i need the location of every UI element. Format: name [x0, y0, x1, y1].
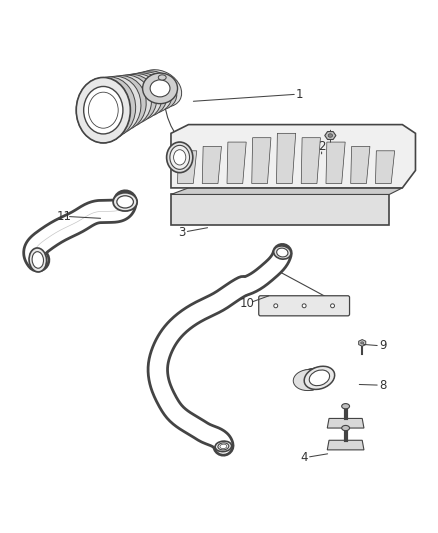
Ellipse shape	[170, 146, 190, 169]
Ellipse shape	[76, 77, 131, 143]
Polygon shape	[171, 188, 403, 195]
Ellipse shape	[360, 342, 364, 344]
Ellipse shape	[95, 76, 146, 132]
Ellipse shape	[274, 304, 278, 308]
Ellipse shape	[88, 76, 141, 135]
Ellipse shape	[274, 246, 291, 259]
Ellipse shape	[301, 368, 331, 390]
Ellipse shape	[119, 73, 167, 117]
Ellipse shape	[82, 77, 136, 139]
Polygon shape	[276, 133, 296, 183]
Ellipse shape	[150, 80, 170, 97]
Ellipse shape	[29, 248, 46, 272]
Polygon shape	[326, 142, 345, 183]
Ellipse shape	[220, 444, 227, 449]
Ellipse shape	[107, 75, 157, 124]
FancyBboxPatch shape	[259, 296, 350, 316]
Ellipse shape	[158, 75, 166, 80]
Ellipse shape	[309, 370, 329, 386]
Ellipse shape	[76, 77, 131, 143]
Polygon shape	[351, 147, 370, 183]
Ellipse shape	[166, 142, 193, 173]
Ellipse shape	[297, 369, 327, 390]
Polygon shape	[202, 147, 222, 183]
Text: 2: 2	[318, 140, 325, 153]
Ellipse shape	[331, 304, 335, 308]
Ellipse shape	[295, 369, 325, 390]
Polygon shape	[177, 151, 197, 183]
Ellipse shape	[342, 403, 350, 409]
Polygon shape	[171, 195, 389, 225]
Text: 8: 8	[379, 379, 386, 392]
Ellipse shape	[173, 150, 186, 165]
Ellipse shape	[117, 196, 134, 208]
Polygon shape	[227, 142, 246, 183]
Ellipse shape	[88, 92, 118, 128]
Polygon shape	[327, 418, 364, 428]
Ellipse shape	[293, 369, 324, 391]
Text: 11: 11	[57, 210, 71, 223]
Ellipse shape	[143, 73, 177, 103]
Ellipse shape	[304, 367, 334, 389]
Ellipse shape	[277, 248, 288, 257]
Ellipse shape	[32, 252, 43, 268]
Ellipse shape	[302, 304, 306, 308]
Polygon shape	[252, 138, 271, 183]
Polygon shape	[171, 125, 416, 188]
Polygon shape	[375, 151, 395, 183]
Ellipse shape	[328, 134, 332, 138]
Polygon shape	[301, 138, 321, 183]
Text: 3: 3	[178, 226, 186, 239]
Text: 4: 4	[300, 451, 308, 464]
Ellipse shape	[113, 193, 137, 211]
Polygon shape	[327, 440, 364, 450]
Ellipse shape	[218, 443, 229, 450]
Ellipse shape	[84, 86, 123, 134]
Ellipse shape	[132, 71, 177, 110]
Ellipse shape	[101, 75, 152, 128]
Ellipse shape	[138, 70, 182, 107]
Polygon shape	[359, 340, 366, 346]
Polygon shape	[325, 132, 336, 140]
Ellipse shape	[126, 72, 172, 114]
Ellipse shape	[342, 425, 350, 431]
Ellipse shape	[304, 366, 335, 390]
Ellipse shape	[299, 368, 329, 390]
Ellipse shape	[303, 367, 332, 389]
Text: 9: 9	[379, 340, 386, 352]
Ellipse shape	[113, 74, 162, 120]
Ellipse shape	[215, 441, 232, 451]
Text: 10: 10	[240, 297, 255, 310]
Text: 1: 1	[296, 87, 304, 101]
